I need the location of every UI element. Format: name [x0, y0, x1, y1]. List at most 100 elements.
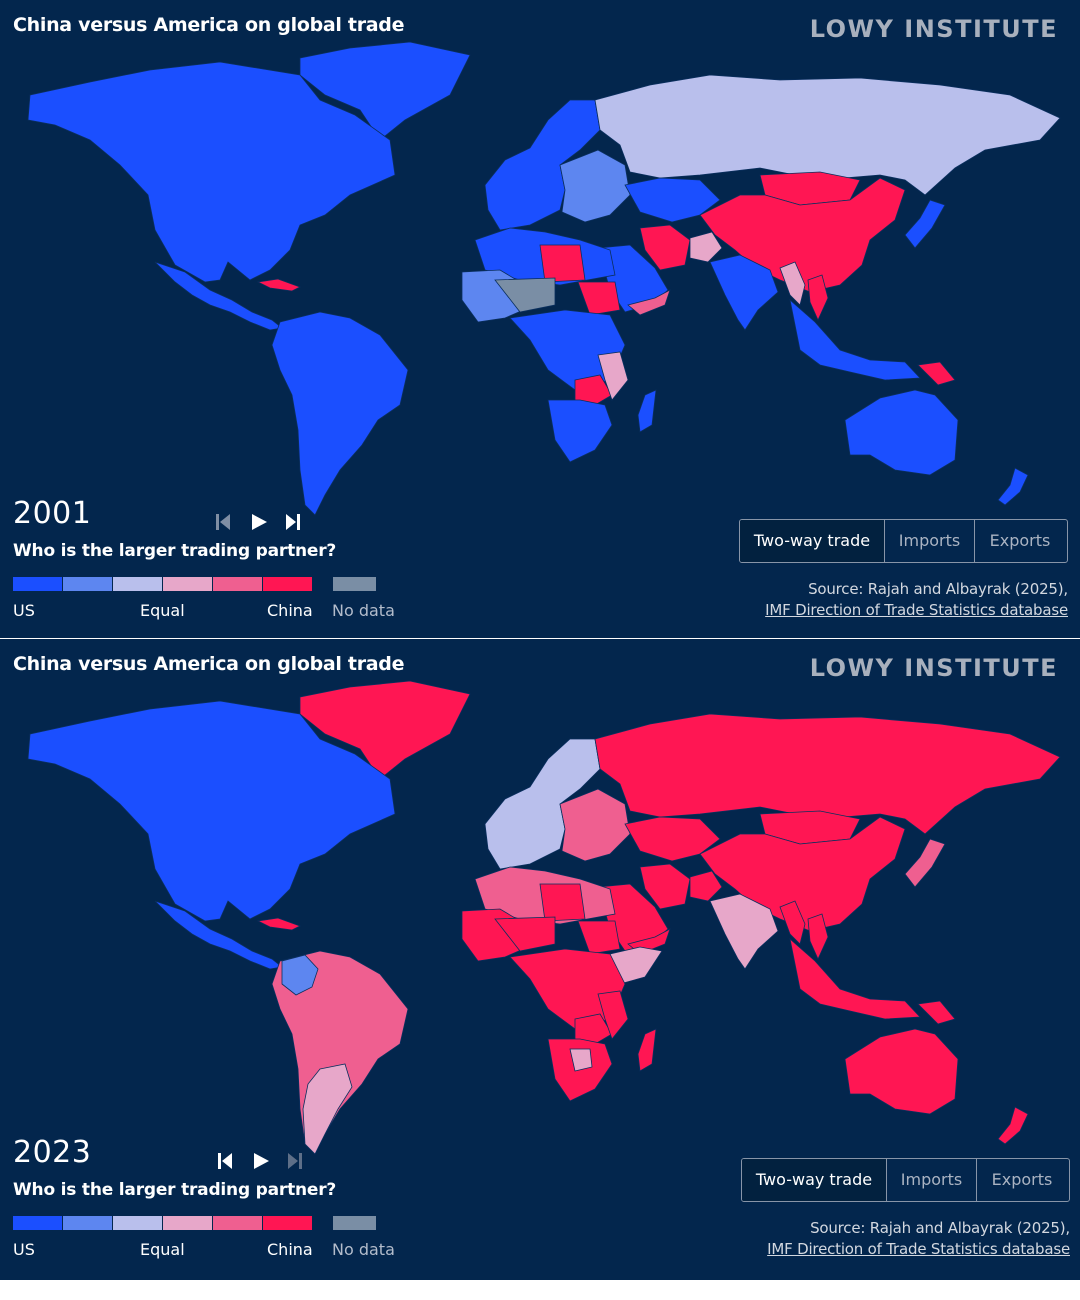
brand-logo: LOWY INSTITUTE — [809, 654, 1058, 682]
region-eastern-europe[interactable] — [559, 788, 631, 862]
legend-swatch-china-medium — [213, 577, 262, 591]
legend-swatch-equal — [163, 577, 212, 591]
legend-swatch-no-data — [333, 1216, 376, 1230]
region-vietnam[interactable] — [807, 913, 829, 960]
legend-swatch-us-medium — [63, 577, 112, 591]
world-map — [27, 680, 1061, 1155]
legend-question: Who is the larger trading partner? — [13, 1180, 337, 1200]
source-link[interactable]: IMF Direction of Trade Statistics databa… — [765, 601, 1068, 619]
region-southeast-asia[interactable] — [789, 937, 921, 1020]
legend-label-equal: Equal — [140, 601, 185, 620]
region-madagascar[interactable] — [637, 389, 657, 433]
brand-logo: LOWY INSTITUTE — [809, 15, 1058, 43]
region-myanmar[interactable] — [779, 900, 806, 945]
legend-swatch-us-strong — [13, 1216, 62, 1230]
tab-two-way-trade[interactable]: Two-way trade — [740, 520, 885, 562]
legend-label-us: US — [13, 601, 35, 620]
legend-label-china: China — [267, 1240, 313, 1259]
legend-label-us: US — [13, 1240, 35, 1259]
skip-forward-icon[interactable] — [282, 510, 304, 534]
region-australia[interactable] — [844, 389, 959, 476]
map-panel-2001: China versus America on global trade LOW… — [0, 0, 1080, 638]
region-cuba[interactable] — [256, 278, 302, 292]
region-png[interactable] — [917, 361, 956, 386]
region-afghanistan[interactable] — [689, 870, 723, 902]
legend-label-equal: Equal — [140, 1240, 185, 1259]
legend-swatch-china-medium — [213, 1216, 262, 1230]
region-greenland[interactable] — [299, 41, 471, 141]
region-southern-cone[interactable] — [302, 1063, 353, 1155]
legend-swatch-us-medium — [63, 1216, 112, 1230]
skip-forward-icon[interactable] — [284, 1149, 306, 1173]
legend-label-no-data: No data — [332, 1240, 395, 1259]
playback-controls — [212, 510, 312, 534]
source-text: Source: Rajah and Albayrak (2025), — [808, 580, 1068, 598]
region-sudan[interactable] — [577, 281, 621, 316]
region-colombia[interactable] — [281, 954, 319, 996]
tab-imports[interactable]: Imports — [886, 1159, 976, 1201]
region-botswana[interactable] — [569, 1048, 593, 1072]
region-north-america[interactable] — [27, 700, 396, 922]
region-libya[interactable] — [539, 244, 586, 283]
region-central-asia[interactable] — [624, 816, 721, 862]
color-legend — [13, 577, 383, 592]
region-iran[interactable] — [639, 863, 691, 910]
region-north-america[interactable] — [27, 61, 396, 283]
region-libya[interactable] — [539, 883, 586, 922]
region-japan[interactable] — [904, 838, 946, 888]
source-link[interactable]: IMF Direction of Trade Statistics databa… — [767, 1240, 1070, 1258]
tab-imports[interactable]: Imports — [884, 520, 974, 562]
region-sahel[interactable] — [494, 916, 556, 952]
tab-exports[interactable]: Exports — [976, 1159, 1067, 1201]
region-myanmar[interactable] — [779, 261, 806, 306]
region-afghanistan[interactable] — [689, 231, 723, 263]
region-japan[interactable] — [904, 199, 946, 249]
region-india[interactable] — [709, 254, 779, 331]
region-new-zealand[interactable] — [997, 467, 1029, 506]
skip-back-icon[interactable] — [214, 1149, 236, 1173]
region-australia[interactable] — [844, 1028, 959, 1115]
region-sudan[interactable] — [577, 920, 621, 955]
legend-swatch-no-data — [333, 577, 376, 591]
region-eastern-europe[interactable] — [559, 149, 631, 223]
region-southeast-asia[interactable] — [789, 298, 921, 381]
region-mozambique[interactable] — [597, 351, 629, 401]
source-note: Source: Rajah and Albayrak (2025), IMF D… — [767, 1218, 1070, 1260]
play-icon[interactable] — [250, 1149, 272, 1173]
region-cuba[interactable] — [256, 917, 302, 931]
region-png[interactable] — [917, 1000, 956, 1025]
region-new-zealand[interactable] — [997, 1106, 1029, 1145]
legend-label-no-data: No data — [332, 601, 395, 620]
legend-swatch-us-light — [113, 1216, 162, 1230]
color-legend — [13, 1216, 383, 1231]
region-greenland[interactable] — [299, 680, 471, 780]
region-madagascar[interactable] — [637, 1028, 657, 1072]
legend-question: Who is the larger trading partner? — [13, 541, 337, 561]
region-central-america[interactable] — [154, 900, 283, 970]
region-yemen[interactable] — [627, 289, 671, 316]
region-zambia[interactable] — [574, 374, 613, 409]
year-label: 2023 — [13, 1135, 92, 1170]
region-sahel[interactable] — [494, 277, 556, 313]
region-russia[interactable] — [594, 74, 1061, 196]
legend-swatch-us-light — [113, 577, 162, 591]
region-mozambique[interactable] — [597, 990, 629, 1040]
region-central-asia[interactable] — [624, 177, 721, 223]
trade-type-tabs: Two-way trade Imports Exports — [741, 1158, 1070, 1202]
tab-exports[interactable]: Exports — [974, 520, 1065, 562]
play-icon[interactable] — [248, 510, 270, 534]
region-southern-africa[interactable] — [547, 399, 613, 463]
region-central-america[interactable] — [154, 261, 283, 331]
region-russia[interactable] — [594, 713, 1061, 835]
region-vietnam[interactable] — [807, 274, 829, 321]
region-iran[interactable] — [639, 224, 691, 271]
source-text: Source: Rajah and Albayrak (2025), — [810, 1219, 1070, 1237]
region-india[interactable] — [709, 893, 779, 970]
source-note: Source: Rajah and Albayrak (2025), IMF D… — [765, 579, 1068, 621]
tab-two-way-trade[interactable]: Two-way trade — [742, 1159, 887, 1201]
region-zambia[interactable] — [574, 1013, 613, 1048]
chart-title: China versus America on global trade — [13, 653, 405, 675]
playback-controls — [214, 1149, 314, 1173]
skip-back-icon[interactable] — [212, 510, 234, 534]
region-south-america[interactable] — [271, 311, 409, 516]
